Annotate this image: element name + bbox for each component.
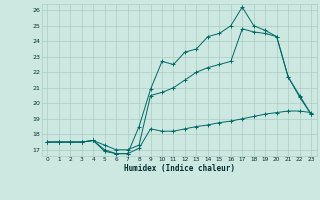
X-axis label: Humidex (Indice chaleur): Humidex (Indice chaleur) xyxy=(124,164,235,173)
